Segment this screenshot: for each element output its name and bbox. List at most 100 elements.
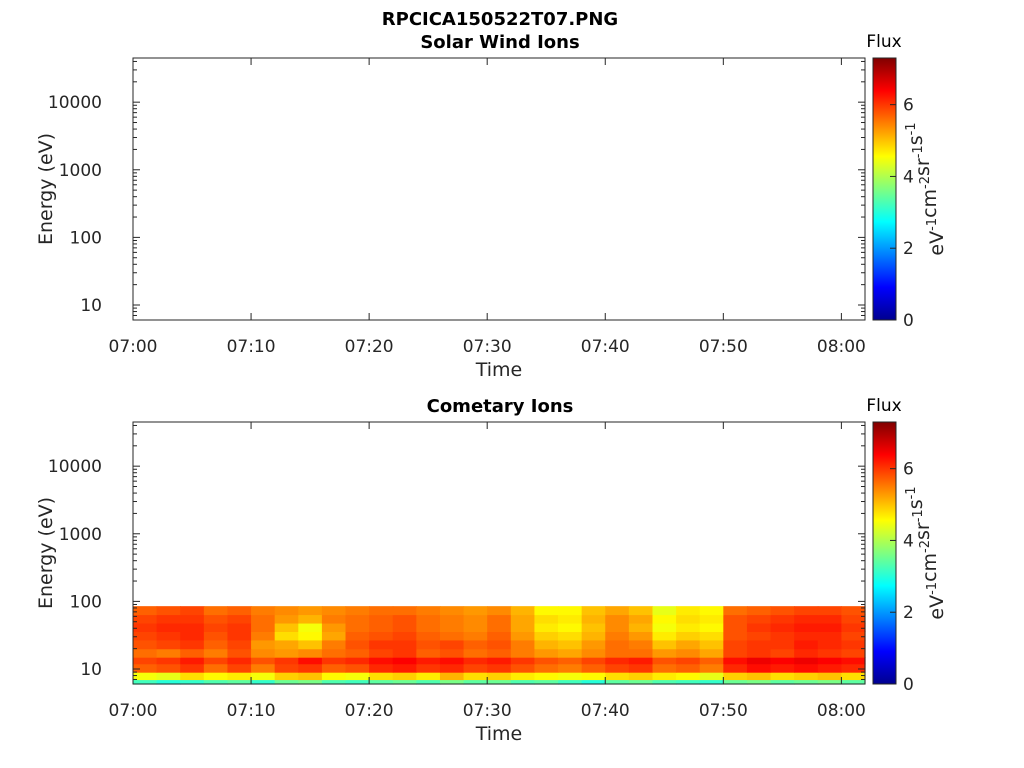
heatmap-cell [156, 672, 181, 681]
heatmap-cell [817, 648, 842, 658]
heatmap-cell [298, 614, 323, 624]
heatmap-cell [605, 679, 630, 685]
unit-base: s [905, 499, 927, 509]
colorbar-tick-label: 6 [903, 460, 914, 480]
heatmap-cell [581, 606, 606, 616]
heatmap-cell [227, 631, 252, 641]
heatmap-cell [581, 614, 606, 624]
heatmap-cell [321, 663, 347, 673]
heatmap-cell [558, 631, 583, 641]
heatmap-cell [133, 639, 158, 650]
heatmap-cell [463, 663, 488, 673]
heatmap-cell [416, 672, 441, 681]
heatmap-cell [817, 614, 842, 624]
heatmap-cell [723, 663, 748, 673]
x-tick-label: 07:50 [699, 701, 748, 721]
heatmap-cell [510, 606, 536, 616]
heatmap-cell [203, 614, 229, 624]
heatmap-cell [605, 631, 630, 641]
heatmap-cell [487, 631, 512, 641]
heatmap-cell [581, 657, 606, 665]
heatmap-cell [251, 631, 276, 641]
heatmap-cell [723, 679, 748, 685]
heatmap-cell [817, 672, 842, 681]
heatmap-cell [345, 657, 370, 665]
heatmap-cell [298, 639, 323, 650]
y-tick-label: 100 [70, 228, 102, 248]
heatmap-cell [180, 663, 205, 673]
heatmap-cell [841, 672, 866, 681]
heatmap-cell [274, 631, 299, 641]
heatmap-cell [510, 657, 536, 665]
colorbar-unit-label: eV-1cm-2sr-1s-1 [904, 486, 948, 619]
heatmap-cell [321, 639, 347, 650]
heatmap-cell [298, 657, 323, 665]
heatmap-cell [416, 648, 441, 658]
heatmap-cell [581, 672, 606, 681]
heatmap-cell [156, 679, 181, 685]
heatmap-cell [345, 639, 370, 650]
heatmap-cell [605, 614, 630, 624]
heatmap-cell [251, 639, 276, 650]
heatmap-cell [227, 606, 252, 616]
heatmap-cell [156, 606, 181, 616]
heatmap-cell [794, 614, 819, 624]
heatmap-cell [345, 672, 370, 681]
heatmap-cell [676, 679, 701, 685]
heatmap-cell [156, 639, 181, 650]
heatmap-cell [487, 679, 512, 685]
heatmap-cell [298, 672, 323, 681]
heatmap-cell [770, 622, 795, 632]
heatmap-cell [439, 631, 465, 641]
colorbar-tick-label: 0 [903, 675, 914, 695]
heatmap-cell [817, 639, 842, 650]
heatmap-cell [558, 672, 583, 681]
x-tick-label: 07:50 [699, 337, 748, 357]
heatmap-cell [723, 648, 748, 658]
heatmap-cell [652, 622, 677, 632]
heatmap-cell [487, 622, 512, 632]
heatmap-cell [439, 672, 465, 681]
heatmap-cell [746, 622, 772, 632]
heatmap-cell [274, 606, 299, 616]
heatmap-cell [180, 672, 205, 681]
heatmap-cell [652, 614, 677, 624]
heatmap-cell [345, 679, 370, 685]
unit-base: s [905, 135, 927, 145]
heatmap-cell [676, 648, 701, 658]
heatmap-cell [652, 672, 677, 681]
heatmap-cell [581, 622, 606, 632]
heatmap-cell [558, 614, 583, 624]
heatmap-cell [770, 631, 795, 641]
heatmap-cell [274, 622, 299, 632]
y-axis-label-solar-wind: Energy (eV) [35, 133, 57, 245]
heatmap-cell [746, 631, 772, 641]
heatmap-cell [321, 622, 347, 632]
colorbar-tick-label: 2 [903, 239, 914, 259]
y-axis-label-cometary: Energy (eV) [35, 497, 57, 609]
heatmap-cell [345, 663, 370, 673]
heatmap-cell [487, 648, 512, 658]
heatmap-cell [180, 631, 205, 641]
heatmap-cell [298, 622, 323, 632]
heatmap-cell [699, 672, 724, 681]
heatmap-cell [439, 639, 465, 650]
heatmap-cell [203, 679, 229, 685]
heatmap-cell [510, 622, 536, 632]
unit-exponent: -1 [911, 145, 926, 158]
heatmap-cell [558, 622, 583, 632]
heatmap-cell [203, 639, 229, 650]
panel-title-cometary: Cometary Ions [427, 396, 574, 417]
heatmap-cell [203, 663, 229, 673]
heatmap-cell [321, 657, 347, 665]
heatmap-cell [628, 631, 654, 641]
heatmap-cell [203, 672, 229, 681]
heatmap-cell [251, 606, 276, 616]
unit-base: cm [919, 189, 941, 218]
heatmap-cell [321, 606, 347, 616]
heatmap-cell [558, 648, 583, 658]
heatmap-cell [676, 622, 701, 632]
heatmap-cell [463, 606, 488, 616]
heatmap-cell [369, 663, 394, 673]
heatmap-cell [817, 606, 842, 616]
